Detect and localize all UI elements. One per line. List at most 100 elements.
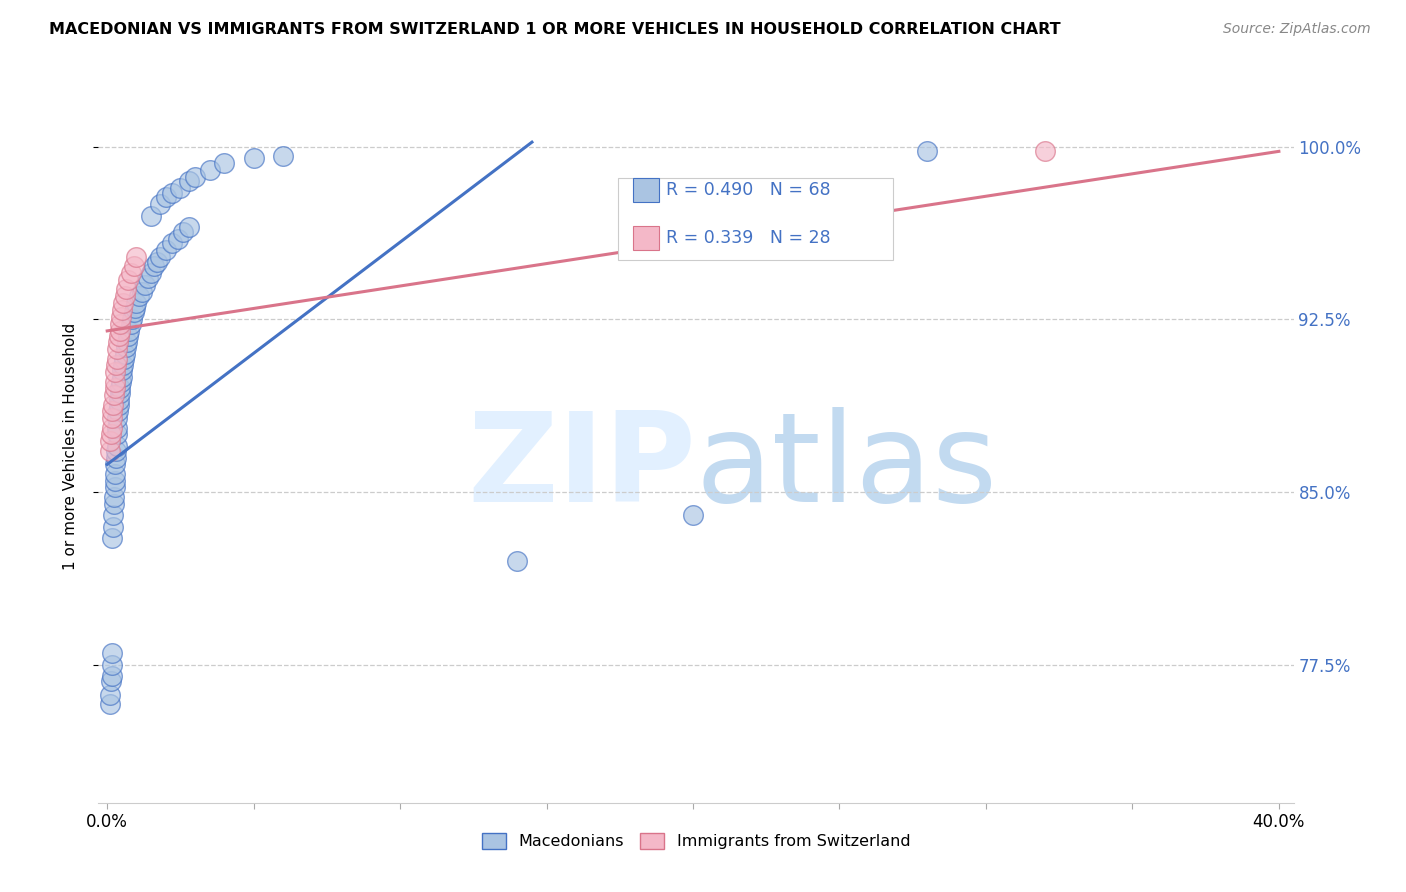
Bar [633,178,659,202]
Point [1033,145,1056,159]
Point [112,351,135,366]
Point [169,181,191,195]
Point [111,303,134,318]
Point [101,531,124,545]
Point [166,232,188,246]
Point [111,370,134,384]
Point [125,296,148,310]
Point [155,244,177,258]
Point [107,411,129,425]
Point [172,225,194,239]
Point [103,497,125,511]
Point [242,151,264,165]
Point [146,255,169,269]
Point [98,434,121,449]
Point [141,209,163,223]
Point [115,283,138,297]
Point [179,174,201,188]
Point [107,343,129,357]
Point [179,220,201,235]
Text: atlas: atlas [696,407,998,528]
Text: R = 0.490   N = 68: R = 0.490 N = 68 [666,181,831,199]
Point [98,443,121,458]
Point [112,359,135,373]
Point [143,260,166,274]
Point [114,347,136,361]
Point [108,386,131,401]
Point [271,149,294,163]
Point [103,381,125,395]
Point [136,271,159,285]
Text: MACEDONIAN VS IMMIGRANTS FROM SWITZERLAND 1 OR MORE VEHICLES IN HOUSEHOLD CORREL: MACEDONIAN VS IMMIGRANTS FROM SWITZERLAN… [49,22,1062,37]
Point [506,554,529,568]
Point [103,388,125,402]
Bar [619,178,893,260]
Point [917,145,939,159]
Point [103,480,125,494]
Point [101,508,124,522]
Text: Source: ZipAtlas.com: Source: ZipAtlas.com [1223,22,1371,37]
Point [108,324,131,338]
Point [117,273,139,287]
Legend: Macedonians, Immigrants from Switzerland: Macedonians, Immigrants from Switzerland [475,826,917,855]
Point [125,250,148,264]
Point [134,277,156,292]
Point [105,439,128,453]
Point [112,296,135,310]
Point [155,190,177,204]
Point [160,236,183,251]
Point [110,381,132,395]
Point [121,312,143,326]
Point [160,186,183,200]
Point [101,398,124,412]
Point [100,411,122,425]
Point [105,351,128,366]
Point [98,688,121,702]
Point [118,324,141,338]
Point [214,156,236,170]
Point [131,285,153,299]
Point [149,250,172,264]
Point [105,443,127,458]
Point [107,420,129,434]
Point [103,474,125,488]
Point [184,169,207,184]
Point [101,519,124,533]
Point [108,392,131,407]
Point [124,301,146,315]
Point [110,317,132,331]
Point [122,260,145,274]
Point [110,375,132,389]
Point [98,697,121,711]
Point [115,340,138,354]
Point [100,673,122,688]
Point [103,375,125,389]
Point [128,289,150,303]
Point [120,266,142,280]
Point [115,335,138,350]
Point [100,657,122,672]
Point [114,289,136,303]
Point [682,508,704,522]
Point [104,467,127,481]
Point [101,646,124,660]
Y-axis label: 1 or more Vehicles in Household: 1 or more Vehicles in Household [63,322,77,570]
Text: ZIP: ZIP [467,407,696,528]
Point [105,359,127,373]
Point [117,328,139,343]
Point [108,398,131,412]
Point [198,162,221,177]
Point [105,450,127,465]
Point [104,458,127,472]
Point [100,669,122,683]
Point [104,365,127,379]
Point [108,328,131,343]
Point [110,310,132,324]
Bar [633,227,659,250]
Point [103,490,125,504]
Point [141,266,163,280]
Point [100,427,122,442]
Point [105,427,128,442]
Point [107,335,129,350]
Text: R = 0.339   N = 28: R = 0.339 N = 28 [666,229,831,247]
